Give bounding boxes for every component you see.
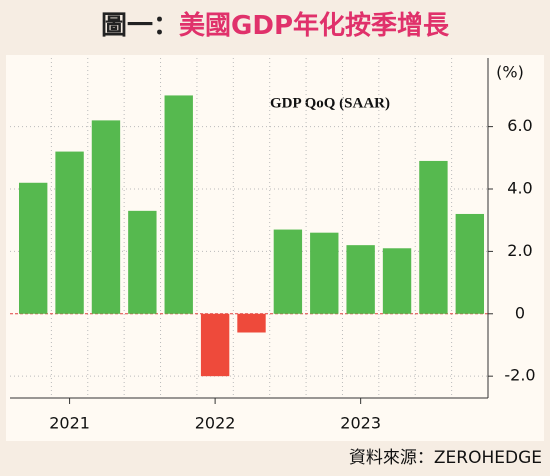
figure-label: 圖一： bbox=[101, 11, 179, 41]
y-tick-label: -2.0 bbox=[504, 366, 535, 385]
bar bbox=[382, 248, 412, 314]
bar bbox=[310, 232, 339, 314]
bar bbox=[19, 182, 48, 314]
bar bbox=[128, 210, 157, 314]
bar bbox=[455, 213, 484, 314]
x-tick-label: 2023 bbox=[340, 414, 381, 433]
source: 資料來源：ZEROHEDGE bbox=[349, 448, 542, 468]
y-unit: (%) bbox=[496, 63, 524, 82]
subtitle: GDP QoQ (SAAR) bbox=[270, 95, 390, 111]
bar bbox=[200, 313, 230, 377]
title-text: 美國GDP年化按季增長 bbox=[179, 10, 450, 41]
bar bbox=[164, 95, 193, 314]
bar bbox=[346, 245, 375, 314]
x-tick-label: 2021 bbox=[49, 414, 90, 433]
bar bbox=[419, 160, 448, 314]
bar bbox=[55, 151, 84, 314]
y-tick-label: 6.0 bbox=[507, 116, 532, 135]
y-tick-label: 4.0 bbox=[507, 179, 532, 198]
bar bbox=[91, 120, 121, 314]
y-tick-label: 0 bbox=[515, 303, 525, 322]
chart-title: 圖一：美國GDP年化按季增長 bbox=[101, 10, 450, 41]
x-tick-label: 2022 bbox=[195, 414, 236, 433]
y-tick-label: 2.0 bbox=[507, 241, 532, 260]
bar bbox=[237, 313, 266, 333]
bar bbox=[273, 229, 303, 314]
